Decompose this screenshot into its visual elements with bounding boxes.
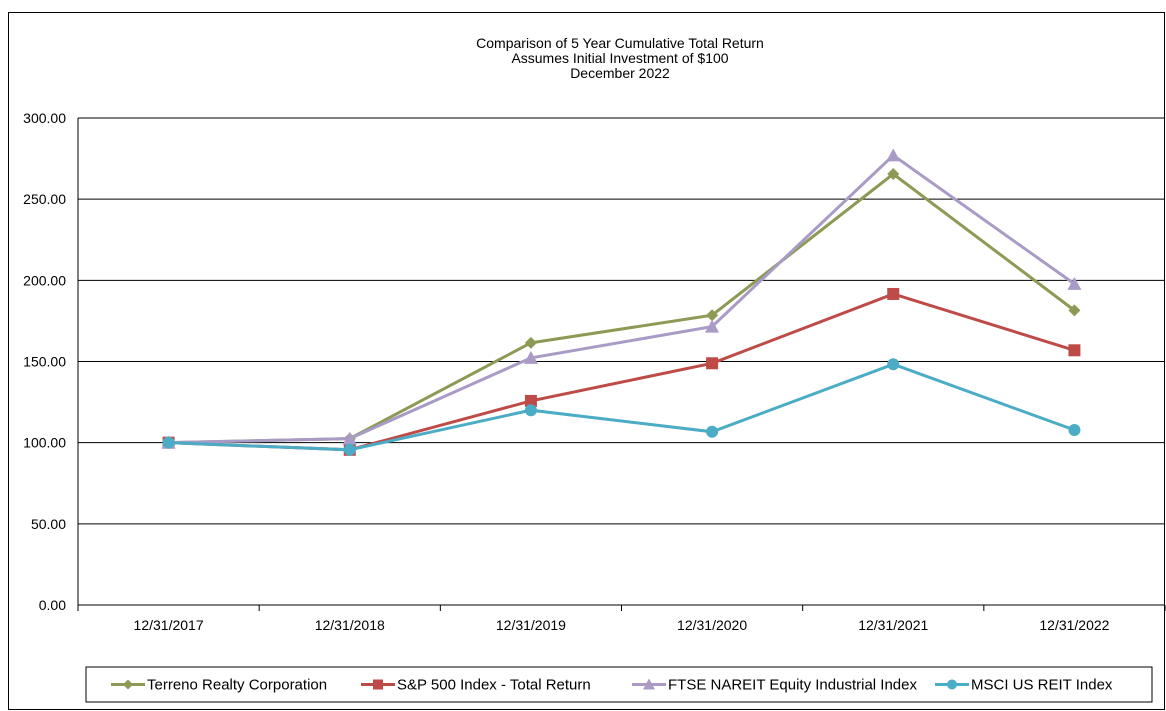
circle-marker	[706, 425, 719, 438]
series-square-group	[162, 287, 1081, 456]
square-marker	[524, 394, 537, 407]
diamond-marker	[1068, 304, 1081, 317]
x-tick-label: 12/31/2022	[1039, 617, 1109, 633]
legend-entry: FTSE NAREIT Equity Industrial Index	[632, 677, 917, 694]
y-tick-label: 200.00	[23, 272, 66, 288]
circle-marker	[1068, 424, 1081, 437]
diamond-marker	[123, 679, 133, 690]
y-tick-label: 50.00	[31, 516, 66, 532]
circle-marker	[887, 358, 900, 371]
triangle-marker	[523, 350, 538, 364]
y-tick-label: 250.00	[23, 191, 66, 207]
square-marker	[706, 357, 719, 370]
chart-title-block: Comparison of 5 Year Cumulative Total Re…	[0, 36, 1166, 81]
circle-marker	[162, 436, 175, 449]
x-tick-label: 12/31/2019	[496, 617, 566, 633]
circle-marker	[343, 443, 356, 456]
series-line	[168, 292, 1075, 452]
legend-label: MSCI US REIT Index	[971, 677, 1113, 694]
x-tick-label: 12/31/2021	[858, 617, 928, 633]
circle-marker	[947, 679, 957, 690]
diamond-marker	[706, 309, 719, 322]
chart-title: Comparison of 5 Year Cumulative Total Re…	[476, 35, 764, 51]
series-line	[168, 362, 1075, 452]
legend-entry: Terreno Realty Corporation	[111, 677, 327, 694]
legend-label: Terreno Realty Corporation	[147, 677, 327, 694]
y-tick-label: 300.00	[23, 110, 66, 126]
gridlines	[78, 117, 1165, 525]
square-marker	[887, 287, 900, 300]
diamond-marker	[524, 336, 537, 349]
triangle-marker	[886, 148, 901, 162]
legend: Terreno Realty Corporation S&P 500 Index …	[85, 666, 1153, 703]
triangle-marker	[342, 431, 357, 445]
triangle-marker	[1067, 276, 1082, 290]
square-marker	[1068, 344, 1081, 357]
circle-marker	[524, 404, 537, 417]
series-triangle-group	[161, 148, 1082, 449]
series-lines	[161, 148, 1082, 456]
legend-label: FTSE NAREIT Equity Industrial Index	[668, 677, 917, 694]
legend-entry: MSCI US REIT Index	[935, 677, 1113, 694]
legend-box	[85, 666, 1153, 703]
series-circle-group	[162, 358, 1081, 456]
x-tick-label: 12/31/2017	[134, 617, 204, 633]
y-tick-label: 100.00	[23, 435, 66, 451]
axes: 0.00 50.00 100.00 150.00 200.00 250.00 300.00 1…	[23, 110, 1166, 633]
x-tick-label: 12/31/2018	[315, 617, 385, 633]
series-line	[168, 153, 1076, 445]
y-tick-label: 0.00	[39, 597, 66, 613]
triangle-marker	[705, 319, 720, 333]
y-tick-label: 150.00	[23, 354, 66, 370]
legend-label: S&P 500 Index - Total Return	[397, 677, 591, 694]
x-tick-label: 12/31/2020	[677, 617, 747, 633]
square-marker	[373, 679, 383, 690]
triangle-marker	[643, 678, 655, 690]
chart-subtitle-date: December 2022	[570, 65, 670, 81]
chart-subtitle: Assumes Initial Investment of $100	[511, 50, 729, 66]
legend-entry: S&P 500 Index - Total Return	[361, 677, 591, 694]
diamond-marker	[887, 168, 900, 181]
